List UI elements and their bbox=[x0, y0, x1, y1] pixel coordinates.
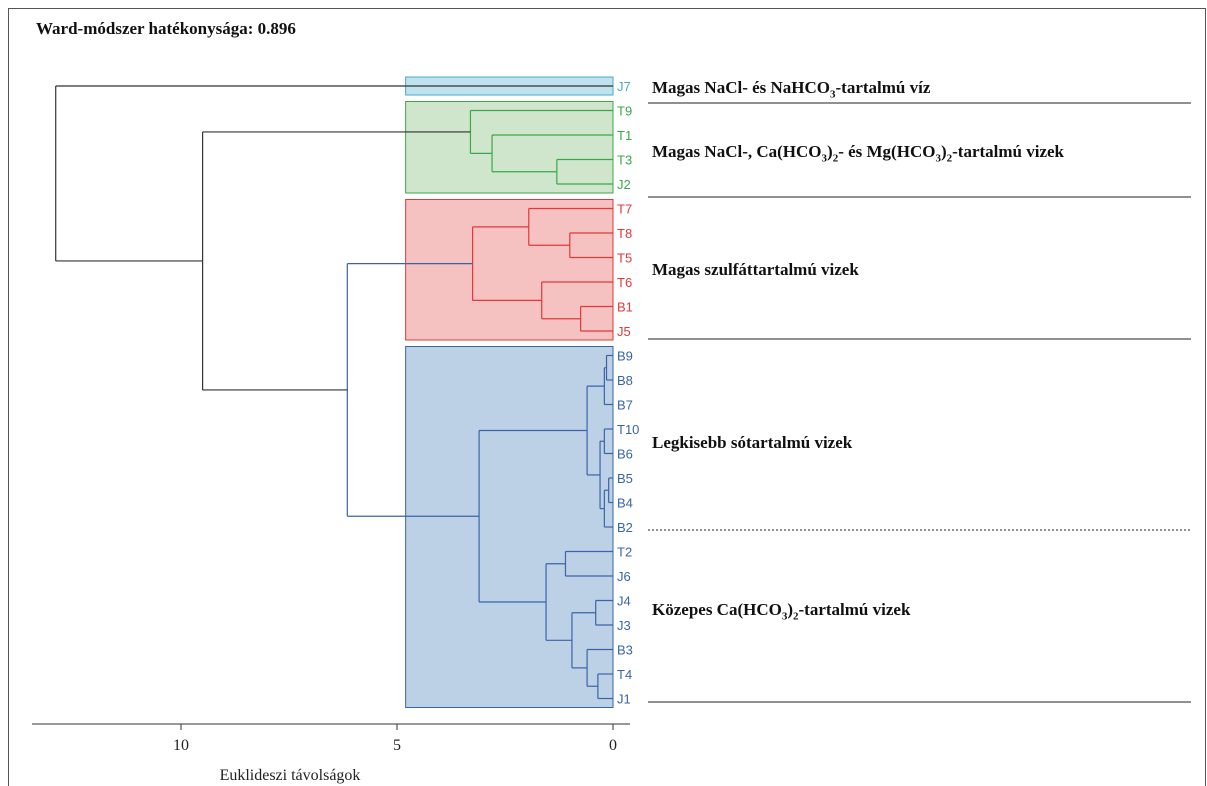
group-label: Magas szulfáttartalmú vizek bbox=[652, 260, 859, 279]
leaf-label: T7 bbox=[617, 202, 632, 217]
leaf-label: J3 bbox=[617, 618, 631, 633]
leaf-label: J6 bbox=[617, 569, 631, 584]
leaf-label: J5 bbox=[617, 324, 631, 339]
leaf-label: B4 bbox=[617, 496, 633, 511]
group-label: Magas NaCl- és NaHCO3-tartalmú víz bbox=[652, 78, 931, 101]
group-label: Magas NaCl-, Ca(HCO3)2- és Mg(HCO3)2-tar… bbox=[652, 142, 1065, 165]
leaf-label: B6 bbox=[617, 447, 633, 462]
leaf-label: T4 bbox=[617, 667, 632, 682]
leaf-label: T8 bbox=[617, 226, 632, 241]
x-tick-label: 10 bbox=[173, 737, 189, 754]
leaf-label: T6 bbox=[617, 275, 632, 290]
x-tick-label: 0 bbox=[609, 737, 617, 754]
leaf-label: J7 bbox=[617, 79, 631, 94]
group-label: Közepes Ca(HCO3)2-tartalmú vizek bbox=[652, 600, 911, 623]
leaf-label: J4 bbox=[617, 594, 631, 609]
cluster-box-green bbox=[405, 101, 614, 194]
chart-frame bbox=[8, 8, 1206, 786]
x-axis: 10 5 0 Euklideszi távolságok bbox=[32, 723, 630, 784]
cluster-box-blue bbox=[405, 346, 614, 708]
leaf-labels: J7 T9 T1 T3 J2 T7 T8 T5 T6 B1 J5 B9 B8 B7 T10 B6 B5 B4 B2 T… bbox=[617, 79, 639, 707]
leaf-label: T10 bbox=[617, 422, 639, 437]
leaf-label: J1 bbox=[617, 692, 631, 707]
leaf-label: B2 bbox=[617, 520, 633, 535]
cluster-boxes bbox=[405, 76, 614, 708]
leaf-label: J2 bbox=[617, 177, 631, 192]
x-axis-label: Euklideszi távolságok bbox=[220, 767, 361, 784]
leaf-label: T5 bbox=[617, 251, 632, 266]
leaf-label: T3 bbox=[617, 153, 632, 168]
leaf-label: B1 bbox=[617, 300, 633, 315]
dendrogram-links bbox=[55, 85, 613, 700]
cluster-box-red bbox=[405, 199, 614, 341]
leaf-label: B3 bbox=[617, 643, 633, 658]
group-separators bbox=[648, 102, 1191, 703]
leaf-label: B5 bbox=[617, 471, 633, 486]
leaf-label: B8 bbox=[617, 373, 633, 388]
leaf-label: T9 bbox=[617, 104, 632, 119]
leaf-label: T2 bbox=[617, 545, 632, 560]
leaf-label: T1 bbox=[617, 128, 632, 143]
leaf-label: B9 bbox=[617, 349, 633, 364]
x-tick-label: 5 bbox=[393, 737, 401, 754]
chart-title: Ward-módszer hatékonysága: 0.896 bbox=[36, 19, 296, 38]
group-label: Legkisebb sótartalmú vizek bbox=[652, 433, 853, 452]
leaf-label: B7 bbox=[617, 398, 633, 413]
